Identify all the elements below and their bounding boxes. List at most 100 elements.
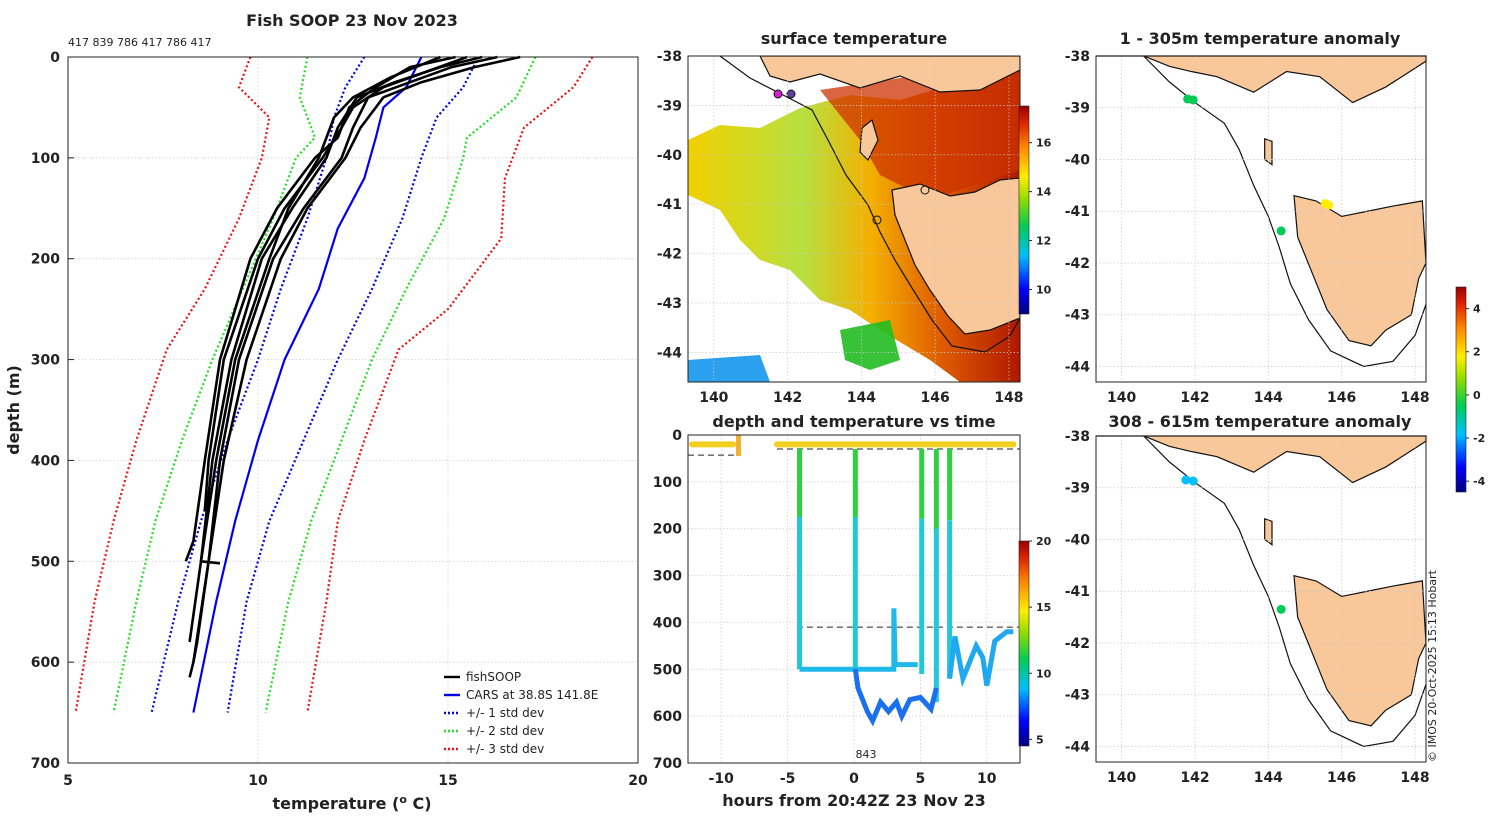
anomaly-deep-ytick: -44	[1065, 739, 1091, 755]
timeseries-annotation: 843	[856, 748, 877, 761]
credit-text: © IMOS 20-Oct-2025 15:13 Hobart	[1426, 569, 1439, 762]
sst-cb-tick: 10	[1036, 284, 1052, 297]
profile-legend: fishSOOP CARS at 38.8S 141.8E +/- 1 std de…	[444, 670, 598, 756]
fishsoop-profile-line	[188, 55, 521, 678]
timeseries-cb-tick: 20	[1036, 535, 1052, 548]
sst-land-tasmania	[891, 177, 1020, 335]
sst-cb-tick: 14	[1036, 186, 1052, 199]
timeseries-cb-tick: 10	[1036, 667, 1052, 680]
timeseries-xtick: 10	[977, 771, 997, 787]
timeseries-ytick: 0	[672, 428, 682, 444]
timeseries-xtick: 5	[916, 771, 926, 787]
anomaly-shallow-xtick: 144	[1254, 390, 1283, 406]
timeseries-xtick: -5	[780, 771, 796, 787]
sst-cool-patch	[840, 320, 900, 370]
legend-label: CARS at 38.8S 141.8E	[466, 688, 598, 702]
sst-cb-tick: 16	[1036, 137, 1052, 150]
anomaly-shallow-panel: 1 - 305m temperature anomaly 140 142 144 14…	[1065, 29, 1430, 406]
timeseries-panel: depth and temperature vs time -10 -5 0 5 100…	[653, 412, 1052, 810]
timeseries-ytick: 400	[653, 615, 682, 631]
sst-map-title: surface temperature	[761, 29, 948, 48]
timeseries-ytick: 100	[653, 475, 682, 491]
profile-xlabel: temperature (o C)	[272, 793, 431, 814]
profile-ytick: 200	[31, 252, 60, 268]
sst-land-mainland	[759, 56, 1020, 93]
timeseries-ytick: 600	[653, 709, 682, 725]
anomaly-deep-anomaly-point	[1188, 476, 1198, 486]
anomaly-shallow-land-mainland	[1096, 55, 1427, 104]
timeseries-cb-tick: 15	[1036, 601, 1051, 614]
profile-ytick: 0	[50, 50, 60, 66]
timeseries-ytick: 300	[653, 569, 682, 585]
sst-cold-patch	[688, 355, 770, 382]
anomaly-cb-tick: 0	[1473, 389, 1481, 402]
anomaly-deep-xtick: 142	[1180, 770, 1209, 786]
fishsoop-profile-line	[184, 55, 456, 562]
anomaly-deep-ytick: -42	[1065, 636, 1090, 652]
anomaly-cb-tick: 2	[1473, 346, 1481, 359]
profile-series-line	[150, 56, 366, 713]
sst-station-marker	[872, 215, 882, 225]
anomaly-deep-title: 308 - 615m temperature anomaly	[1109, 412, 1412, 431]
profile-series-line	[192, 56, 423, 713]
fishsoop-profile-line	[199, 55, 441, 565]
fishsoop-profile-line	[203, 55, 468, 511]
anomaly-deep-ytick: -40	[1065, 532, 1091, 548]
timeseries-colorbar	[1018, 540, 1030, 747]
profile-series-line	[264, 56, 537, 713]
bottom-track	[852, 668, 939, 727]
anomaly-cb-tick: -2	[1473, 432, 1485, 445]
anomaly-cb-tick: 4	[1473, 303, 1481, 316]
timeseries-ytick: 500	[653, 662, 682, 678]
anomaly-deep-panel: 308 - 615m temperature anomaly 140 142 144…	[1065, 286, 1486, 786]
anomaly-colorbar	[1455, 286, 1467, 493]
anomaly-deep-land-tasmania	[1293, 574, 1427, 727]
anomaly-shallow-anomaly-point	[1188, 95, 1198, 105]
timeseries-ytick: 700	[653, 756, 682, 772]
sst-station-marker	[786, 89, 796, 99]
profile-ytick: 300	[31, 353, 60, 369]
sst-map-panel: surface temperature 140 142 144 146 148 -38 -3…	[657, 29, 1052, 406]
sst-ytick: -42	[657, 247, 682, 263]
profile-series-line	[306, 56, 594, 713]
sst-xtick: 144	[847, 390, 876, 406]
anomaly-shallow-ytick: -39	[1065, 101, 1090, 117]
timeseries-cb-tick: 5	[1036, 733, 1044, 746]
timeseries-xtick: 0	[849, 771, 859, 787]
timeseries-xlabel: hours from 20:42Z 23 Nov 23	[722, 791, 985, 810]
sst-ytick: -38	[657, 49, 682, 65]
anomaly-shallow-xtick: 146	[1327, 390, 1356, 406]
anomaly-cb-tick: -4	[1473, 475, 1486, 488]
anomaly-shallow-ytick: -40	[1065, 152, 1091, 168]
sst-xtick: 140	[699, 390, 728, 406]
anomaly-deep-xtick: 148	[1400, 770, 1429, 786]
anomaly-deep-xtick: 146	[1327, 770, 1356, 786]
sst-shelf-contour	[719, 56, 1020, 353]
timeseries-ytick: 200	[653, 522, 682, 538]
sst-ytick: -39	[657, 98, 682, 114]
timeseries-xtick: -10	[709, 771, 735, 787]
anomaly-shallow-ytick: -43	[1065, 308, 1090, 324]
profile-series-line	[226, 56, 480, 713]
sst-warm-patch	[820, 60, 1020, 200]
anomaly-shallow-ytick: -41	[1065, 204, 1090, 220]
profile-ylabel: depth (m)	[4, 365, 23, 455]
sst-xtick: 148	[994, 390, 1023, 406]
profile-xtick: 20	[628, 773, 648, 789]
anomaly-deep-ytick: -43	[1065, 688, 1090, 704]
sst-land-kingisland	[859, 118, 879, 162]
anomaly-shallow-land-tasmania	[1293, 194, 1427, 347]
sst-station-marker	[920, 185, 930, 195]
anomaly-shallow-anomaly-point	[1276, 226, 1286, 236]
anomaly-shallow-anomaly-point	[1324, 200, 1334, 210]
anomaly-shallow-ytick: -42	[1065, 256, 1090, 272]
fishsoop-profile-line	[188, 55, 483, 643]
legend-label: +/- 2 std dev	[466, 724, 544, 738]
anomaly-deep-anomaly-point	[1181, 475, 1191, 485]
profile-frame	[67, 56, 639, 764]
anomaly-shallow-shelf-contour	[1143, 55, 1427, 368]
anomaly-shallow-xtick: 140	[1107, 390, 1136, 406]
anomaly-deep-ytick: -39	[1065, 481, 1090, 497]
anomaly-deep-ytick: -41	[1065, 584, 1090, 600]
anomaly-shallow-xtick: 142	[1180, 390, 1209, 406]
